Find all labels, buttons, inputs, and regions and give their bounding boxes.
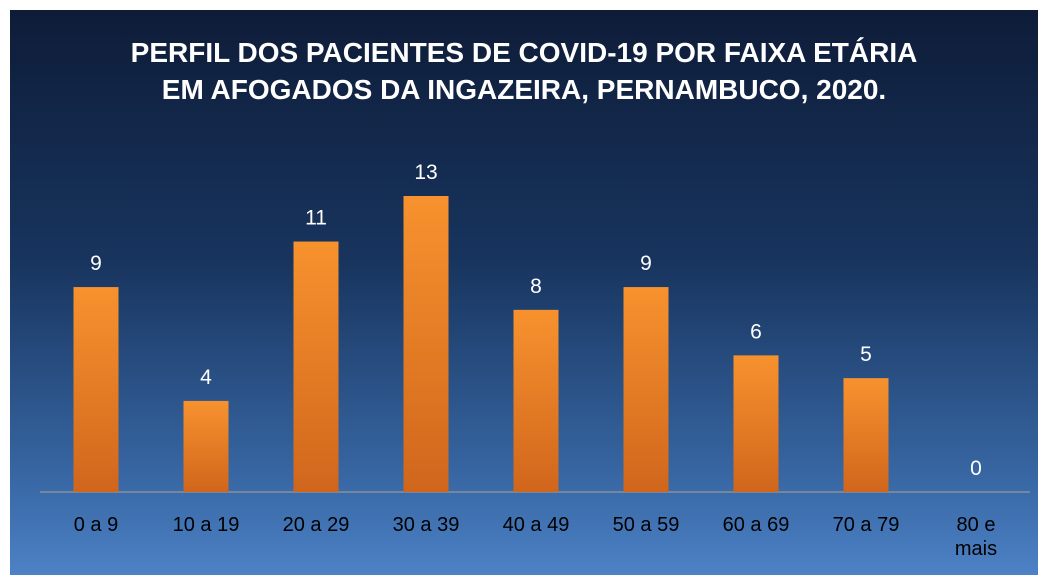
x-tick-label: 80 e mais: [954, 514, 998, 560]
bar: [513, 309, 559, 492]
x-tick-label: 10 a 19: [172, 514, 240, 536]
chart-panel: PERFIL DOS PACIENTES DE COVID-19 POR FAI…: [10, 10, 1038, 575]
bar: [733, 355, 779, 492]
plot: 9 4 11 13 8 9 6 5 0: [40, 161, 1030, 493]
bar: [623, 287, 669, 492]
value-label: 6: [750, 320, 762, 343]
x-tick-label: 70 a 79: [832, 514, 900, 536]
value-label: 11: [305, 207, 327, 230]
x-tick-label: 0 a 9: [73, 514, 119, 536]
x-tick-label: 50 a 59: [612, 514, 680, 536]
x-tick-label: 60 a 69: [722, 514, 790, 536]
value-label: 9: [90, 252, 102, 275]
x-tick-label: 20 a 29: [282, 514, 350, 536]
chart-title: PERFIL DOS PACIENTES DE COVID-19 POR FAI…: [130, 37, 918, 105]
x-tick-label: 30 a 39: [392, 514, 460, 536]
value-label: 0: [970, 457, 982, 480]
value-label: 8: [530, 275, 542, 298]
x-tick-label: 40 a 49: [502, 514, 570, 536]
value-label: 5: [860, 343, 872, 366]
bar: [73, 287, 119, 492]
value-label: 9: [640, 252, 652, 275]
value-label: 4: [200, 366, 212, 389]
value-label: 13: [414, 161, 437, 184]
bar: [403, 196, 449, 492]
bar: [183, 400, 229, 492]
bar: [843, 378, 889, 492]
bar: [293, 241, 339, 492]
